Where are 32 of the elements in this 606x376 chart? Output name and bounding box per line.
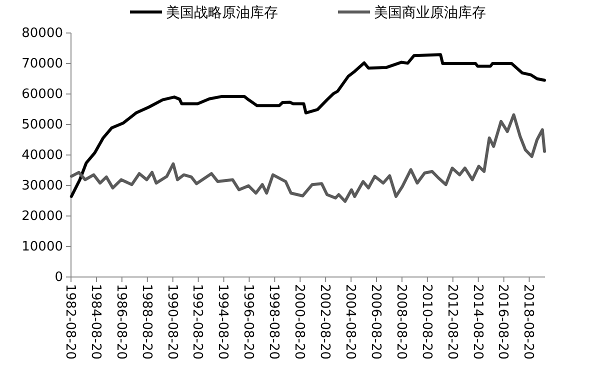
x-tick-label: 1994-08-20	[215, 284, 230, 360]
y-tick-label: 80000	[22, 26, 63, 42]
x-tick-label: 2006-08-20	[368, 284, 383, 360]
y-tick-label: 60000	[22, 87, 63, 102]
x-tick-label: 1998-08-20	[266, 284, 282, 360]
y-tick-label: 50000	[22, 118, 63, 133]
x-tick-label: 2014-08-20	[470, 284, 485, 360]
x-tick-label: 1986-08-20	[113, 284, 128, 360]
legend-label: 美国战略原油库存	[166, 4, 278, 21]
x-tick-label: 1982-08-20	[62, 284, 78, 360]
y-tick-label: 20000	[22, 209, 63, 224]
y-tick-label: 10000	[22, 240, 63, 255]
line-series	[70, 53, 546, 198]
x-tick-label: 2004-08-20	[342, 284, 358, 360]
x-tick-label: 2012-08-20	[444, 284, 460, 360]
x-tick-label: 1996-08-20	[240, 284, 256, 360]
x-tick-label: 2018-08-20	[520, 284, 536, 360]
y-tick-label: 70000	[22, 56, 63, 72]
y-tick-label: 0	[54, 270, 63, 286]
x-tick-label: 1992-08-20	[190, 284, 205, 360]
x-tick-label: 2000-08-20	[292, 284, 307, 360]
line-series	[70, 113, 546, 203]
x-tick-label: 2008-08-20	[393, 284, 408, 360]
y-tick-label: 40000	[22, 148, 63, 164]
y-tick-label: 30000	[22, 178, 63, 194]
x-tick-label: 1990-08-20	[164, 284, 180, 360]
x-tick-label: 1984-08-20	[88, 284, 103, 360]
x-tick-label: 2010-08-20	[418, 284, 434, 360]
x-tick-label: 1988-08-20	[138, 284, 154, 360]
x-tick-label: 2016-08-20	[495, 284, 510, 360]
legend-label: 美国商业原油库存	[374, 4, 486, 21]
x-tick-label: 2002-08-20	[317, 284, 332, 360]
